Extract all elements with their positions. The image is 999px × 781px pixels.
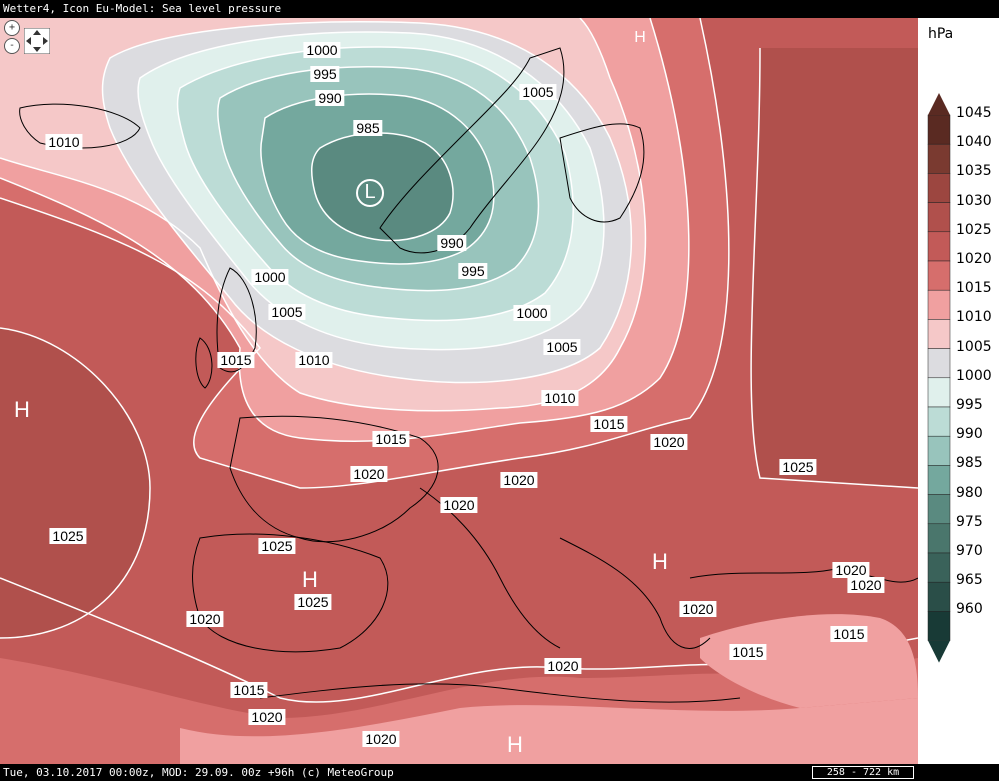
run-info: Tue, 03.10.2017 00:00z, MOD: 29.09. 00z … bbox=[3, 766, 394, 779]
legend-swatch bbox=[927, 523, 951, 554]
legend-unit: hPa bbox=[928, 26, 954, 42]
isobar-label: 1025 bbox=[258, 538, 296, 554]
low-pressure-center: L bbox=[356, 179, 384, 207]
legend-label: 1020 bbox=[956, 251, 992, 267]
legend-label: 970 bbox=[956, 543, 983, 559]
isobar-label: 1000 bbox=[251, 269, 289, 285]
isobar-label: 1020 bbox=[832, 562, 870, 578]
isobar-label: 995 bbox=[310, 66, 340, 82]
legend-label: 975 bbox=[956, 513, 983, 530]
isobar-label: 1015 bbox=[729, 644, 767, 660]
legend-swatch bbox=[927, 319, 951, 349]
title-bar: Wetter4, Icon Eu-Model: Sea level pressu… bbox=[0, 0, 999, 18]
isobar-label: 1015 bbox=[830, 626, 868, 642]
isobar-label: 1020 bbox=[650, 434, 688, 450]
legend-swatch bbox=[927, 406, 951, 437]
isobar-label: 990 bbox=[315, 90, 345, 106]
high-pressure-center: H bbox=[507, 732, 523, 757]
legend-label: 995 bbox=[956, 397, 983, 413]
legend-swatch bbox=[927, 377, 951, 408]
legend-label: 1010 bbox=[956, 309, 992, 326]
isobar-label: 995 bbox=[458, 263, 488, 279]
legend-swatch bbox=[927, 435, 951, 466]
legend-swatch bbox=[927, 289, 951, 320]
legend-swatch bbox=[927, 465, 951, 495]
isobar-label: 1005 bbox=[519, 84, 557, 100]
isobar-label: 1005 bbox=[543, 339, 581, 355]
isobar-label: 1015 bbox=[590, 416, 628, 432]
isobar-label: 1020 bbox=[248, 709, 286, 725]
legend-label: 1025 bbox=[956, 221, 992, 238]
legend-swatch bbox=[927, 114, 951, 145]
isobar-label: 1020 bbox=[847, 577, 885, 593]
pressure-field bbox=[0, 18, 918, 764]
pan-arrows-icon[interactable] bbox=[24, 28, 50, 54]
scale-bar: 258 - 722 km bbox=[812, 766, 914, 779]
legend-label: 1005 bbox=[956, 338, 992, 355]
high-pressure-center: H bbox=[634, 29, 646, 46]
legend-label: 1040 bbox=[956, 134, 992, 151]
legend-label: 960 bbox=[956, 601, 983, 618]
map-title: Wetter4, Icon Eu-Model: Sea level pressu… bbox=[3, 2, 282, 15]
isobar-label: 1015 bbox=[372, 431, 410, 447]
isobar-label: 1015 bbox=[230, 682, 268, 698]
isobar-label: 1005 bbox=[268, 304, 306, 320]
isobar-label: 1020 bbox=[679, 601, 717, 617]
isobar-label: 1010 bbox=[541, 390, 579, 406]
legend-bottom-arrow bbox=[928, 640, 950, 663]
pressure-map[interactable]: L H H H H H 1000 995 990 985 990 995 100… bbox=[0, 18, 918, 764]
legend-swatch bbox=[927, 552, 951, 583]
isobar-label: 1010 bbox=[295, 352, 333, 368]
zoom-out-button[interactable]: - bbox=[4, 38, 20, 54]
high-pressure-center: H bbox=[14, 397, 30, 422]
isobar-label: 1020 bbox=[544, 658, 582, 674]
isobar-label: 1020 bbox=[362, 731, 400, 747]
legend: hPa 1045 1040 1035 1030 1025 1020 1015 1010 1005… bbox=[918, 18, 999, 764]
legend-label: 1045 bbox=[956, 105, 992, 121]
isobar-label: 1025 bbox=[49, 528, 87, 544]
legend-label: 985 bbox=[956, 455, 983, 472]
legend-swatch bbox=[927, 494, 951, 525]
legend-label: 1000 bbox=[956, 367, 992, 384]
legend-swatch bbox=[927, 348, 951, 379]
legend-top-arrow bbox=[928, 93, 950, 115]
footer: Tue, 03.10.2017 00:00z, MOD: 29.09. 00z … bbox=[0, 764, 999, 781]
legend-swatch bbox=[927, 611, 951, 641]
legend-swatch bbox=[927, 260, 951, 291]
isobar-label: 985 bbox=[353, 120, 383, 136]
legend-label: 1035 bbox=[956, 163, 992, 180]
legend-label: 1030 bbox=[956, 192, 992, 209]
isobar-label: 1010 bbox=[45, 134, 83, 150]
legend-swatch bbox=[927, 231, 951, 262]
isobar-label: 1020 bbox=[350, 466, 388, 482]
isobar-label: 1000 bbox=[303, 42, 341, 58]
legend-swatch bbox=[927, 143, 951, 174]
legend-label: 990 bbox=[956, 426, 983, 443]
high-pressure-center: H bbox=[302, 567, 318, 592]
isobar-label: 1020 bbox=[500, 472, 538, 488]
legend-label: 1015 bbox=[956, 280, 992, 297]
map-navigation: + - bbox=[2, 20, 54, 60]
isobar-label: 1025 bbox=[779, 459, 817, 475]
isobar-label: 1000 bbox=[513, 305, 551, 321]
isobar-label: 990 bbox=[437, 235, 467, 251]
isobar-label: 1020 bbox=[186, 611, 224, 627]
legend-swatch bbox=[927, 202, 951, 233]
isobar-label: 1020 bbox=[440, 497, 478, 513]
legend-label: 980 bbox=[956, 484, 983, 501]
legend-swatch bbox=[927, 173, 951, 203]
legend-swatch bbox=[927, 581, 951, 612]
zoom-in-button[interactable]: + bbox=[4, 20, 20, 36]
legend-colorbar bbox=[927, 93, 951, 663]
isobar-label: 1025 bbox=[294, 594, 332, 610]
isobar-label: 1015 bbox=[217, 352, 255, 368]
legend-label: 965 bbox=[956, 572, 983, 589]
high-pressure-center: H bbox=[652, 549, 668, 574]
